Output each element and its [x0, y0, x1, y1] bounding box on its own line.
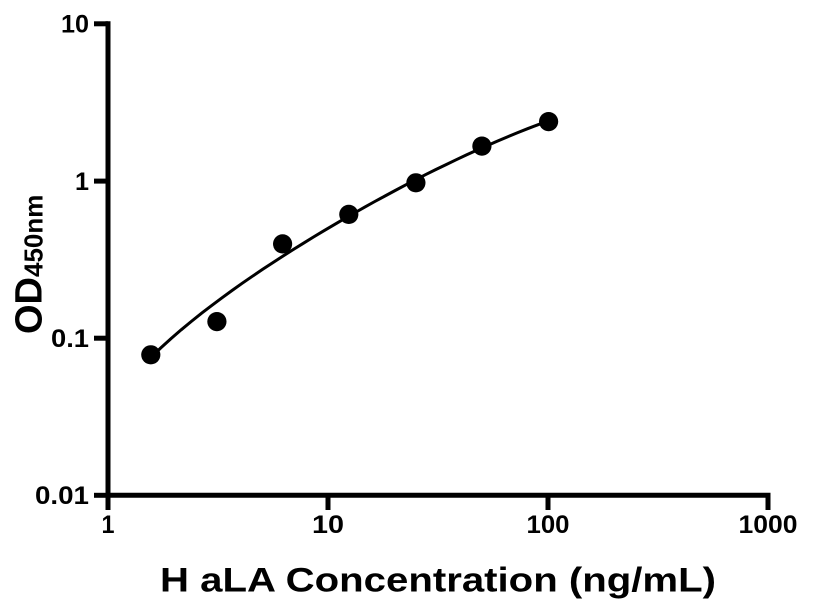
svg-text:1000: 1000	[739, 511, 798, 539]
svg-text:10: 10	[61, 11, 89, 39]
svg-text:100: 100	[527, 511, 570, 539]
svg-text:0.1: 0.1	[51, 325, 89, 353]
svg-text:0.01: 0.01	[35, 482, 89, 510]
svg-text:10: 10	[312, 511, 344, 539]
svg-text:1: 1	[102, 511, 115, 539]
svg-text:1: 1	[75, 168, 89, 196]
svg-text:H aLA Concentration (ng/mL): H aLA Concentration (ng/mL)	[160, 562, 716, 600]
